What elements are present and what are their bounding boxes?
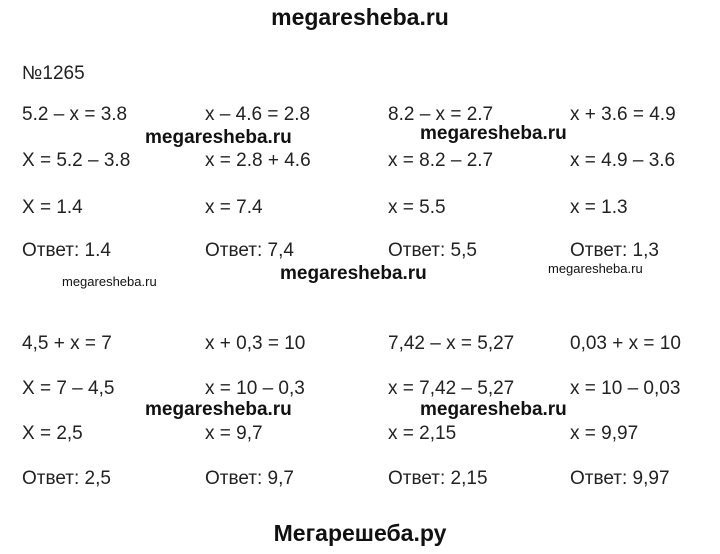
equation-line: x = 5.5	[388, 197, 446, 218]
equation-line: Ответ: 2,5	[22, 468, 111, 489]
header-title: megaresheba.ru	[271, 4, 449, 30]
equation-line: x + 0,3 = 10	[205, 333, 306, 354]
watermark: megaresheba.ru	[420, 123, 567, 144]
equation-line: Ответ: 1.4	[22, 240, 111, 261]
equation-line: x – 4.6 = 2.8	[205, 104, 311, 125]
watermark: megaresheba.ru	[420, 399, 567, 420]
equation-line: 7,42 – x = 5,27	[388, 333, 515, 354]
watermark: megaresheba.ru	[62, 274, 157, 289]
equation-line: Ответ: 7,4	[205, 240, 294, 261]
equation-line: X = 7 – 4,5	[22, 378, 115, 399]
equation-line: 5.2 – x = 3.8	[22, 104, 128, 125]
equation-line: Ответ: 1,3	[570, 240, 659, 261]
equation-line: Ответ: 9,97	[570, 468, 670, 489]
equation-line: X = 1.4	[22, 197, 83, 218]
equation-line: x = 8.2 – 2.7	[388, 150, 494, 171]
equation-line: x + 3.6 = 4.9	[570, 104, 676, 125]
equation-line: x = 10 – 0,3	[205, 378, 305, 399]
equation-line: x = 1.3	[570, 197, 628, 218]
equation-line: X = 5.2 – 3.8	[22, 150, 131, 171]
equation-line: x = 2.8 + 4.6	[205, 150, 311, 171]
equation-line: Ответ: 9,7	[205, 468, 294, 489]
equation-line: 8.2 – x = 2.7	[388, 104, 494, 125]
equation-line: x = 10 – 0,03	[570, 378, 681, 399]
equation-line: x = 4.9 – 3.6	[570, 150, 676, 171]
task-number: №1265	[22, 63, 85, 84]
equation-line: Ответ: 2,15	[388, 468, 488, 489]
equation-line: 4,5 + x = 7	[22, 333, 112, 354]
equation-line: x = 7.4	[205, 197, 263, 218]
footer-title: Мегарешеба.ру	[273, 520, 447, 546]
equation-line: x = 9,7	[205, 423, 263, 444]
watermark: megaresheba.ru	[548, 261, 643, 276]
watermark: megaresheba.ru	[280, 263, 427, 284]
watermark: megaresheba.ru	[145, 399, 292, 420]
equation-line: x = 7,42 – 5,27	[388, 378, 515, 399]
watermark: megaresheba.ru	[145, 127, 292, 148]
equation-line: Ответ: 5,5	[388, 240, 477, 261]
equation-line: 0,03 + x = 10	[570, 333, 681, 354]
equation-line: X = 2,5	[22, 423, 83, 444]
equation-line: x = 2,15	[388, 423, 457, 444]
equation-line: x = 9,97	[570, 423, 639, 444]
